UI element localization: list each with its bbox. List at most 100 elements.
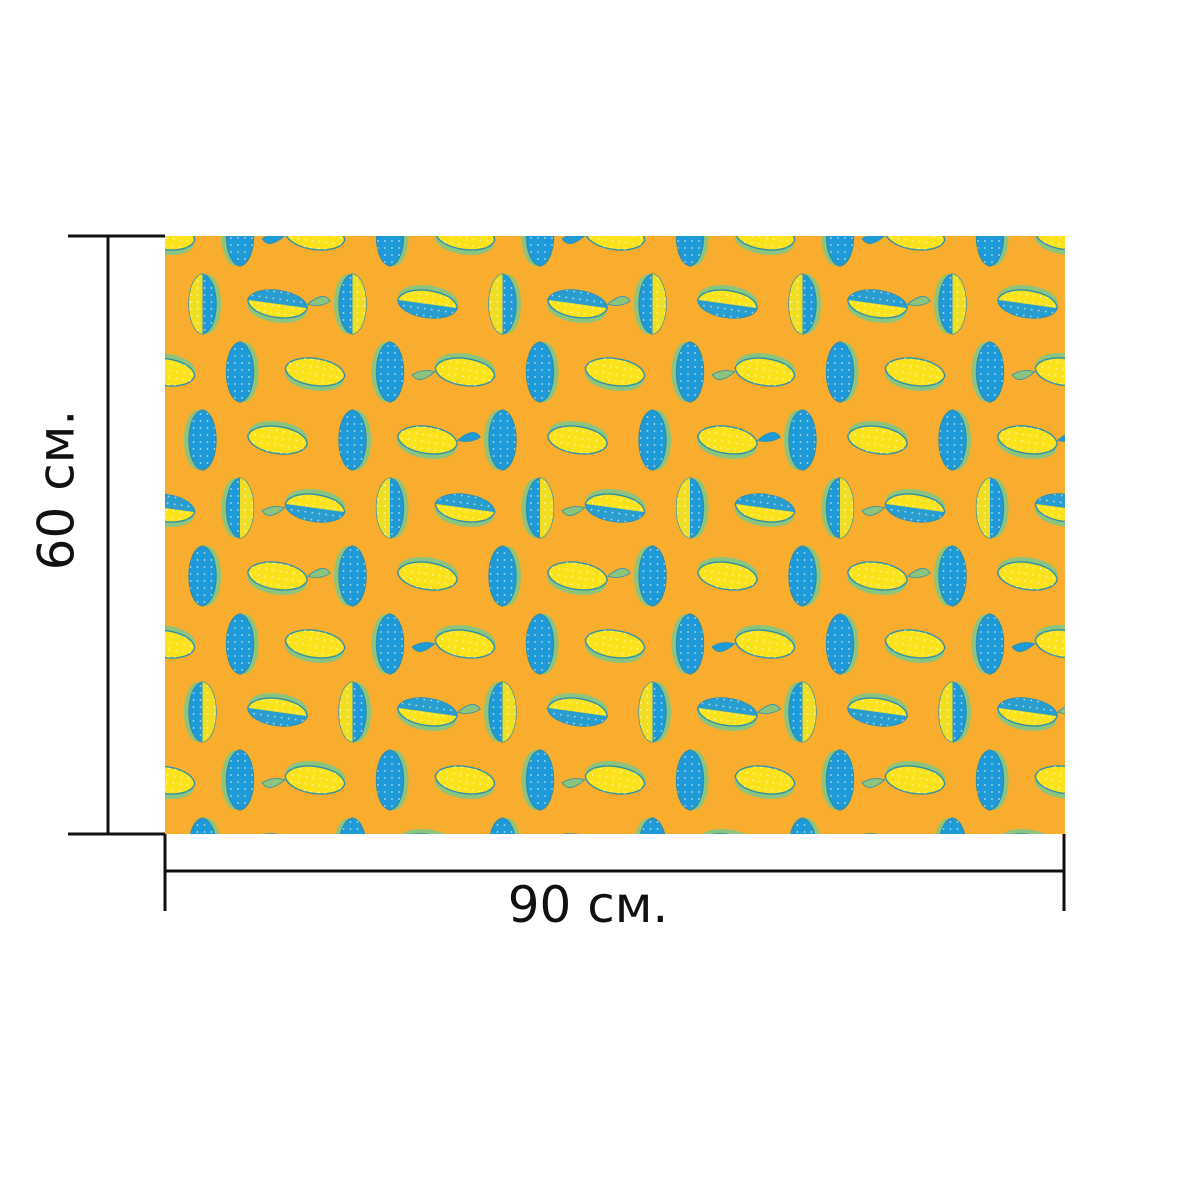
lemon-icon: [847, 693, 908, 727]
lemon-icon: [1089, 274, 1121, 334]
lemon-icon: [547, 421, 608, 455]
lemon-icon: [584, 629, 646, 663]
lemon-icon: [525, 613, 559, 675]
lemon-icon: [938, 409, 971, 471]
lemon-icon: [338, 409, 371, 471]
lemon-icon: [1011, 625, 1065, 659]
lemon-icon: [584, 357, 646, 391]
lemon-icon: [997, 425, 1065, 459]
lemon-icon: [488, 273, 521, 335]
lemon-icon: [334, 545, 367, 607]
lemon-icon: [847, 833, 908, 834]
lemon-icon: [734, 765, 796, 799]
lemon-icon: [484, 681, 517, 743]
lemon-icon: [434, 236, 496, 255]
lemon-icon: [697, 697, 781, 731]
lemon-icon: [784, 409, 817, 471]
lemon-icon: [561, 489, 646, 523]
lemon-icon: [561, 236, 646, 251]
lemon-icon: [1011, 353, 1065, 387]
lemon-icon: [397, 697, 481, 731]
lemon-icon: [825, 613, 859, 675]
lemon-icon: [184, 409, 217, 471]
lemon-icon: [188, 817, 221, 834]
lemon-icon: [697, 285, 758, 319]
lemon-icon: [1084, 682, 1116, 742]
lemon-icon: [484, 409, 517, 471]
lemon-icon: [997, 557, 1058, 591]
lemon-icon: [434, 493, 496, 527]
lemon-icon: [788, 273, 821, 335]
rug-background: [165, 236, 1065, 834]
lemon-icon: [525, 341, 559, 403]
lemon-icon: [411, 353, 496, 387]
lemon-icon: [1034, 236, 1065, 255]
lemon-icon: [225, 341, 259, 403]
lemon-icon: [247, 693, 308, 727]
lemon-icon: [861, 236, 946, 251]
width-label: 90 см.: [508, 876, 669, 934]
lemon-icon: [861, 761, 946, 795]
lemon-icon: [221, 749, 255, 811]
lemon-icon: [734, 236, 796, 255]
lemon-icon: [847, 289, 931, 323]
lemon-icon: [1034, 493, 1065, 527]
lemon-icon: [997, 697, 1065, 731]
lemon-icon: [934, 273, 967, 335]
lemon-icon: [1034, 765, 1065, 799]
lemon-icon: [938, 681, 971, 743]
lemon-icon: [847, 421, 908, 455]
lemon-icon: [711, 353, 796, 387]
lemon-icon: [371, 341, 405, 403]
lemon-icon: [634, 545, 667, 607]
lemon-icon: [638, 681, 671, 743]
lemon-icon: [165, 353, 196, 387]
lemon-icon: [165, 236, 196, 255]
lemon-icon: [375, 749, 409, 811]
lemon-icon: [188, 273, 221, 335]
lemon-icon: [821, 749, 855, 811]
lemon-icon: [247, 561, 331, 595]
lemon-icon: [675, 477, 709, 539]
width-dimension: 90 см.: [163, 834, 1066, 934]
lemon-icon: [397, 285, 458, 319]
height-dimension: 60 см.: [28, 234, 165, 836]
lemon-icon: [825, 341, 859, 403]
lemon-icon: [247, 833, 308, 834]
lemon-icon: [634, 273, 667, 335]
lemon-icon: [847, 561, 931, 595]
lemon-icon: [675, 236, 709, 267]
lemon-icon: [521, 236, 555, 267]
lemon-icon: [821, 236, 855, 267]
lemon-icon: [165, 765, 196, 799]
lemon-icon: [934, 545, 967, 607]
lemon-icon: [697, 425, 781, 459]
lemon-icon: [397, 557, 458, 591]
lemon-icon: [411, 625, 496, 659]
lemon-icon: [784, 681, 817, 743]
lemon-icon: [375, 236, 409, 267]
lemon-icon: [334, 817, 367, 834]
lemon-icon: [284, 629, 346, 663]
lemon-icon: [284, 357, 346, 391]
lemon-icon: [671, 613, 705, 675]
lemon-icon: [488, 545, 521, 607]
lemon-icon: [971, 341, 1005, 403]
lemon-icon: [547, 289, 631, 323]
lemon-icon: [397, 425, 481, 459]
lemon-icon: [821, 477, 855, 539]
lemon-icon: [884, 357, 946, 391]
lemon-icon: [788, 817, 821, 834]
lemon-icon: [247, 289, 331, 323]
lemon-icon: [547, 833, 608, 834]
lemon-icon: [997, 285, 1058, 319]
lemon-icon: [338, 681, 371, 743]
rug-pattern: [165, 236, 1121, 834]
lemon-icon: [261, 761, 346, 795]
height-label: 60 см.: [28, 410, 86, 571]
lemon-icon: [671, 341, 705, 403]
lemon-icon: [434, 765, 496, 799]
lemon-icon: [184, 681, 217, 743]
lemon-icon: [547, 693, 608, 727]
